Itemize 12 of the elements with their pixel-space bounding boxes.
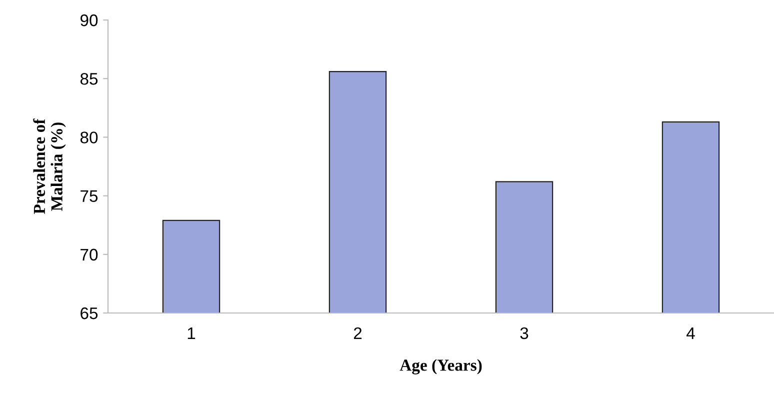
y-tick-label: 75: [80, 190, 98, 202]
x-axis-title: Age (Years): [400, 359, 482, 374]
y-tick-label: 70: [80, 248, 98, 261]
x-tick-label: 4: [686, 328, 695, 339]
x-tick-label: 1: [188, 328, 196, 339]
y-tick-label: 90: [80, 14, 98, 26]
x-tick-label: 2: [354, 327, 362, 339]
y-axis-title: Prevalence of Malaria (%): [33, 118, 66, 214]
x-tick-label: 3: [520, 327, 528, 340]
y-tick-label: 85: [80, 73, 98, 85]
y-tick-label: 80: [80, 132, 98, 144]
y-tick-label: 65: [80, 307, 98, 320]
